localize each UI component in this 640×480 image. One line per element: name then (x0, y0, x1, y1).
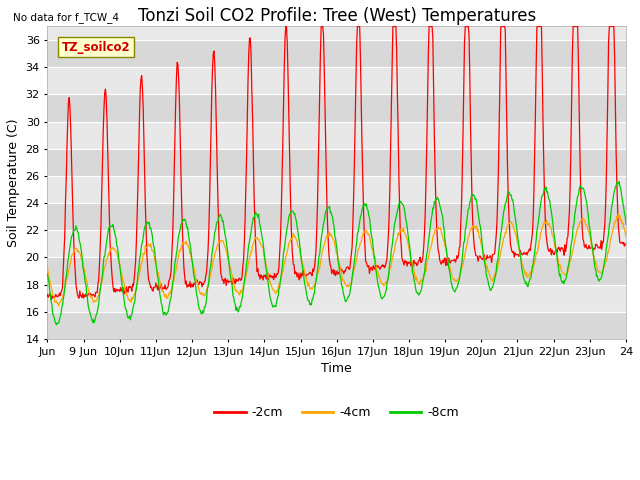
Text: TZ_soilco2: TZ_soilco2 (62, 40, 131, 54)
Bar (47, 176, 626, 203)
Bar (47, 67, 626, 95)
Bar (47, 230, 626, 257)
Bar (47, 121, 626, 149)
Title: Tonzi Soil CO2 Profile: Tree (West) Temperatures: Tonzi Soil CO2 Profile: Tree (West) Temp… (138, 7, 536, 25)
X-axis label: Time: Time (321, 362, 352, 375)
Bar (47, 95, 626, 121)
Bar (47, 257, 626, 285)
Bar (47, 40, 626, 67)
Y-axis label: Soil Temperature (C): Soil Temperature (C) (7, 119, 20, 247)
Text: No data for f_TCW_4: No data for f_TCW_4 (13, 12, 119, 23)
Bar (47, 203, 626, 230)
Legend: -2cm, -4cm, -8cm: -2cm, -4cm, -8cm (209, 401, 464, 424)
Bar (47, 149, 626, 176)
Bar (47, 312, 626, 339)
Bar (47, 285, 626, 312)
